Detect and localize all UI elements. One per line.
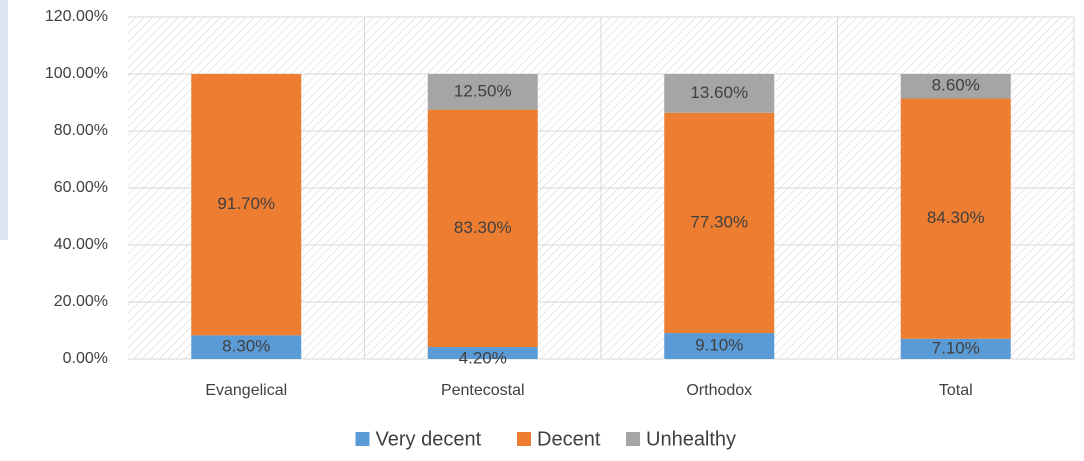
y-tick-label: 60.00% <box>54 179 108 196</box>
legend-label: Unhealthy <box>646 428 736 450</box>
value-label: 13.60% <box>690 83 748 102</box>
value-label: 84.30% <box>927 208 985 227</box>
bar-segment <box>900 74 1011 99</box>
bar-segment <box>664 333 775 359</box>
bar-segment <box>427 109 538 348</box>
bar-segment <box>664 74 775 113</box>
value-label: 83.30% <box>454 218 512 237</box>
y-tick-label: 0.00% <box>63 350 108 367</box>
bar-segment <box>427 74 538 110</box>
legend-label: Decent <box>537 428 601 450</box>
legend-label: Very decent <box>376 428 482 450</box>
bar-segment <box>900 338 1011 359</box>
y-tick-label: 40.00% <box>54 236 108 253</box>
bar-segment <box>191 335 302 359</box>
legend-swatch <box>517 432 531 446</box>
bar-segment <box>664 112 775 334</box>
value-label: 12.50% <box>454 81 512 100</box>
value-label: 4.20% <box>459 349 507 368</box>
y-tick-label: 100.00% <box>45 65 108 82</box>
bar-segment <box>191 74 302 336</box>
value-label: 8.60% <box>932 76 980 95</box>
value-label: 77.30% <box>690 212 748 231</box>
y-tick-label: 20.00% <box>54 293 108 310</box>
x-tick-label: Pentecostal <box>441 382 525 399</box>
y-tick-label: 80.00% <box>54 122 108 139</box>
bar-segment <box>900 98 1011 339</box>
bar-segment <box>427 347 538 359</box>
legend-swatch <box>355 432 370 446</box>
x-tick-label: Orthodox <box>686 382 752 399</box>
side-strip <box>0 0 8 240</box>
y-tick-label: 120.00% <box>45 8 108 25</box>
x-tick-label: Evangelical <box>205 382 287 399</box>
legend-swatch <box>626 432 640 446</box>
x-tick-label: Total <box>939 382 973 399</box>
value-label: 7.10% <box>932 338 980 357</box>
value-label: 8.30% <box>222 337 270 356</box>
value-label: 9.10% <box>695 336 743 355</box>
value-label: 91.70% <box>217 194 275 213</box>
